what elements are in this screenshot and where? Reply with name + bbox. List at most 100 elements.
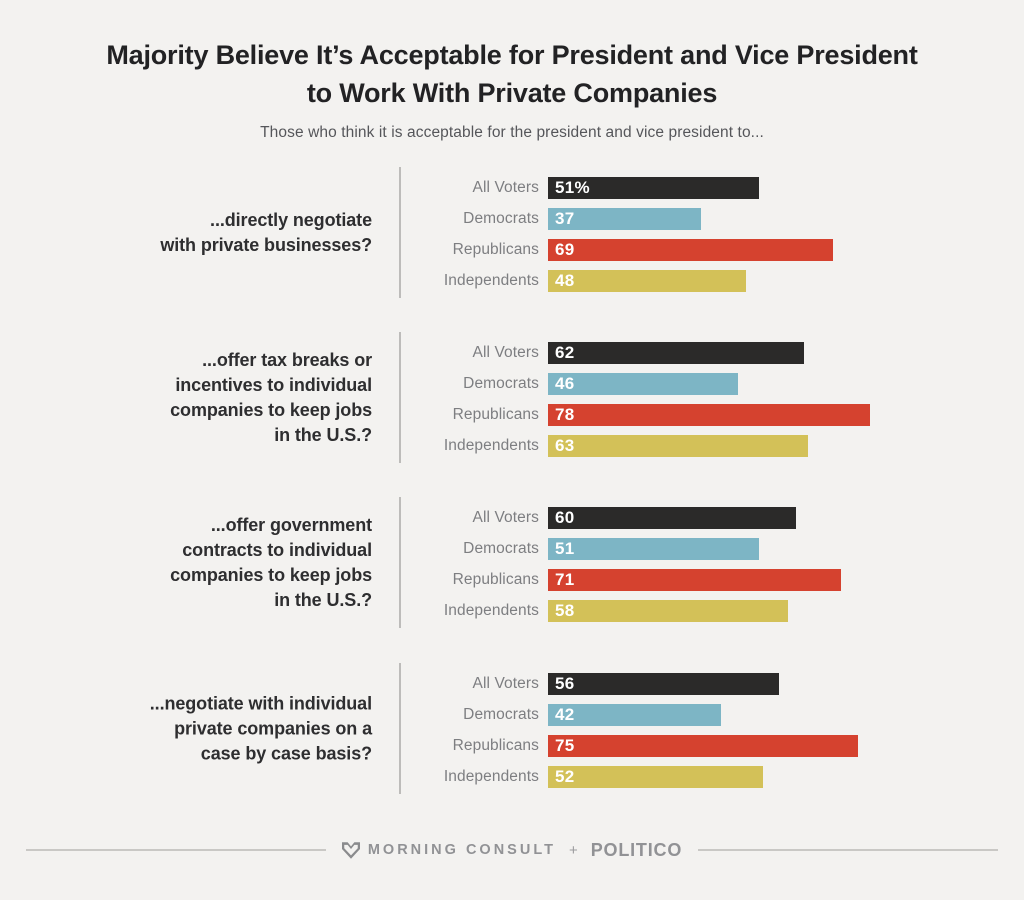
question-text-line: private companies on a xyxy=(174,718,372,738)
bar-row: All Voters 56 xyxy=(405,673,858,695)
bar-category-label: Democrats xyxy=(463,375,539,392)
bar-value-label: 71 xyxy=(555,570,575,589)
bar: 51 xyxy=(548,538,759,560)
bar-category-label: All Voters xyxy=(472,675,539,692)
footer-brand-morning-consult: MORNING CONSULT xyxy=(367,842,556,858)
question-text-line: incentives to individual xyxy=(175,374,372,395)
bar-row: Democrats 37 xyxy=(405,208,833,230)
bar-category-label: Republicans xyxy=(452,737,539,754)
bar: 63 xyxy=(548,435,808,457)
question-group: ...offer government contracts to individu… xyxy=(0,495,1024,630)
question-text-line: ...offer government xyxy=(210,514,372,535)
bar: 58 xyxy=(548,600,788,622)
bar-category-label: Independents xyxy=(443,768,539,785)
question-text-line: ...directly negotiate xyxy=(210,209,372,230)
morning-consult-m-icon xyxy=(341,841,360,859)
question-group: ...directly negotiate with private busine… xyxy=(0,165,1024,300)
bar-value-label: 42 xyxy=(555,705,575,724)
bar-category-label: All Voters xyxy=(472,344,539,361)
bar-category-label: Independents xyxy=(443,272,539,289)
bar: 78 xyxy=(548,404,870,426)
bar-row: All Voters 51% xyxy=(405,177,833,199)
bar-row: Republicans 75 xyxy=(405,735,858,757)
footer-plus-separator: + xyxy=(568,841,578,859)
bar-category-label: Independents xyxy=(443,602,539,619)
bar-category-label: Republicans xyxy=(452,406,539,423)
bar-category-label: Democrats xyxy=(463,210,539,227)
bar-row: Independents 48 xyxy=(405,270,833,292)
footer: MORNING CONSULT + POLITICO xyxy=(0,838,1024,862)
group-divider xyxy=(399,497,401,628)
bar-row: Democrats 42 xyxy=(405,704,858,726)
footer-brand-politico: POLITICO xyxy=(590,839,683,860)
bar: 42 xyxy=(548,704,721,726)
chart-title: Majority Believe It’s Acceptable for Pre… xyxy=(0,36,1024,112)
bar-category-label: Democrats xyxy=(463,540,539,557)
bar-rows: All Voters 56 Democrats 42 Republicans 75 Inde… xyxy=(405,673,858,797)
bar: 75 xyxy=(548,735,858,757)
bar-rows: All Voters 51% Democrats 37 Republicans 69 Ind… xyxy=(405,177,833,301)
bar-category-label: Republicans xyxy=(452,241,539,258)
bar-row: Independents 58 xyxy=(405,600,841,622)
bar-row: All Voters 60 xyxy=(405,507,841,529)
bar-value-label: 69 xyxy=(555,240,575,259)
bar: 71 xyxy=(548,569,841,591)
bar-row: Democrats 46 xyxy=(405,373,870,395)
bar: 56 xyxy=(548,673,779,695)
question-group: ...negotiate with individual private comp… xyxy=(0,661,1024,796)
chart-groups: ...directly negotiate with private busine… xyxy=(0,165,1024,796)
bar-value-label: 37 xyxy=(555,209,575,228)
group-divider xyxy=(399,332,401,463)
question-text-line: contracts to individual xyxy=(182,539,372,560)
chart-title-line1: Majority Believe It’s Acceptable for Pre… xyxy=(106,40,918,70)
bar: 52 xyxy=(548,766,763,788)
question-text-line: with private businesses? xyxy=(160,234,372,255)
bar-value-label: 56 xyxy=(555,674,575,693)
group-divider xyxy=(399,167,401,298)
question-text: ...offer tax breaks or incentives to indi… xyxy=(56,348,372,448)
question-text-line: case by case basis? xyxy=(200,743,372,763)
bar-row: Independents 63 xyxy=(405,435,870,457)
bar-row: Republicans 78 xyxy=(405,404,870,426)
bar-rows: All Voters 62 Democrats 46 Republicans 78 Inde… xyxy=(405,342,870,466)
bar-category-label: All Voters xyxy=(472,509,539,526)
bar: 60 xyxy=(548,507,796,529)
bar-value-label: 51 xyxy=(555,539,575,558)
bar-value-label: 48 xyxy=(555,271,575,290)
bar-rows: All Voters 60 Democrats 51 Republicans 71 Inde… xyxy=(405,507,841,631)
question-text: ...negotiate with individual private comp… xyxy=(56,691,372,766)
bar-row: Republicans 71 xyxy=(405,569,841,591)
bar-value-label: 46 xyxy=(555,374,575,393)
chart-subtitle: Those who think it is acceptable for the… xyxy=(260,124,764,141)
bar-value-label: 78 xyxy=(555,405,575,424)
chart-title-line2: to Work With Private Companies xyxy=(306,78,718,108)
question-group: ...offer tax breaks or incentives to indi… xyxy=(0,330,1024,465)
bar-category-label: Republicans xyxy=(452,571,539,588)
group-divider xyxy=(399,663,401,794)
bar: 46 xyxy=(548,373,738,395)
question-text-line: companies to keep jobs xyxy=(170,564,372,585)
question-text-line: in the U.S.? xyxy=(274,589,372,610)
bar-value-label: 51% xyxy=(555,178,590,197)
bar-row: All Voters 62 xyxy=(405,342,870,364)
bar: 48 xyxy=(548,270,746,292)
bar-category-label: All Voters xyxy=(472,179,539,196)
bar: 37 xyxy=(548,208,701,230)
bar-row: Republicans 69 xyxy=(405,239,833,261)
bar-category-label: Independents xyxy=(443,437,539,454)
bar-value-label: 52 xyxy=(555,767,575,786)
bar-value-label: 60 xyxy=(555,508,575,527)
bar-row: Independents 52 xyxy=(405,766,858,788)
bar-value-label: 75 xyxy=(555,736,575,755)
bar-category-label: Democrats xyxy=(463,706,539,723)
question-text-line: in the U.S.? xyxy=(274,424,372,445)
footer-rule-right xyxy=(698,849,999,851)
bar: 51% xyxy=(548,177,759,199)
question-text-line: ...offer tax breaks or xyxy=(202,349,372,370)
question-text: ...directly negotiate with private busine… xyxy=(56,208,372,258)
question-text: ...offer government contracts to individu… xyxy=(56,513,372,613)
question-text-line: companies to keep jobs xyxy=(170,399,372,420)
footer-rule-left xyxy=(25,849,326,851)
bar: 69 xyxy=(548,239,833,261)
